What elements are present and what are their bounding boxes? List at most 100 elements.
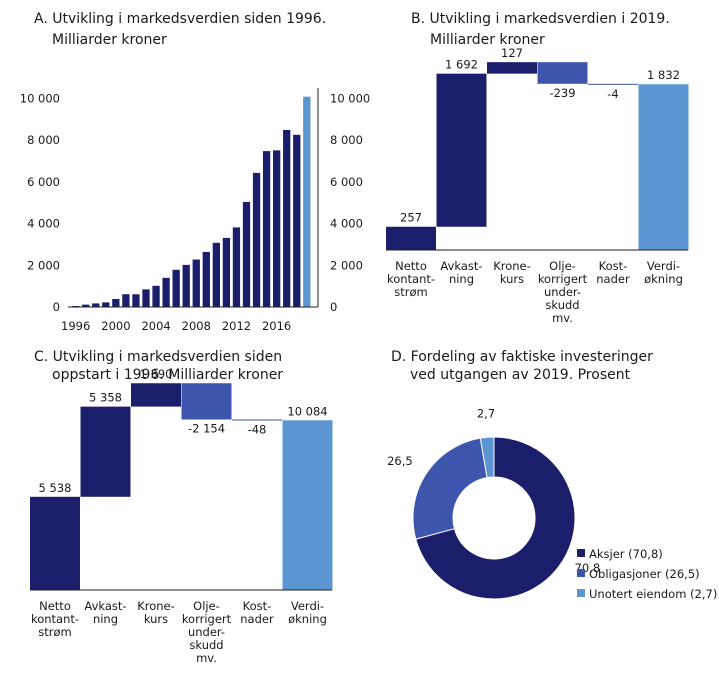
category-label-4-1: nader [596, 272, 630, 286]
legend-label-2: Unotert eiendom (2,7) [589, 587, 717, 601]
bar-2001 [122, 294, 130, 307]
bar-2009 [202, 251, 210, 307]
x-tick-2012: 2012 [222, 319, 251, 333]
bar-2013 [242, 201, 251, 307]
panel-c-value-labels: 5 538 5 358 1 390 -2 154 -48 10 084 [39, 367, 328, 495]
category-label-3-0: Olje- [193, 599, 220, 613]
value-label-2: 1 390 [140, 367, 173, 381]
panel-a-bars [72, 96, 311, 308]
y-tick-left-10000: 10 000 [20, 91, 60, 105]
x-tick-2004: 2004 [141, 319, 170, 333]
category-label-3-0: Olje- [549, 259, 576, 273]
category-label-3-1: korrigert [182, 612, 232, 626]
bar-2017 [283, 129, 291, 307]
panel-b-bars [386, 62, 689, 250]
legend-swatch-0 [577, 549, 585, 557]
bar-2006 [172, 269, 180, 307]
y-tick-right-10000: 10 000 [330, 91, 370, 105]
y-tick-left-4000: 4 000 [27, 217, 60, 231]
bar-2003 [142, 289, 150, 307]
slice-label-2: 2,7 [477, 406, 495, 420]
category-label-1-0: Avkast- [84, 599, 126, 613]
bar-4 [588, 83, 638, 85]
x-tick-2008: 2008 [182, 319, 211, 333]
legend-label-0: Aksjer (70,8) [589, 547, 663, 561]
bar-0 [386, 226, 436, 250]
legend-swatch-2 [577, 589, 585, 597]
bar-1 [80, 406, 131, 497]
bar-2007 [182, 264, 190, 307]
category-label-4-0: Kost- [599, 259, 628, 273]
panel-b-title-line-2: Milliarder kroner [430, 32, 545, 48]
category-label-1-1: ning [449, 272, 474, 286]
category-label-5-1: økning [644, 272, 683, 286]
bar-2004 [152, 285, 160, 307]
panel-d-investment-distribution: D. Fordeling av faktiske investeringer v… [387, 349, 717, 601]
y-tick-right-0: 0 [330, 300, 337, 314]
panel-a-right-tick-labels: 0 2 000 4 000 6 000 8 000 10 000 [330, 91, 370, 314]
category-label-4-0: Kost- [243, 599, 272, 613]
category-label-5-1: økning [288, 612, 327, 626]
y-tick-right-4000: 4 000 [330, 217, 363, 231]
y-tick-left-2000: 2 000 [27, 258, 60, 272]
slice-aksjer [415, 436, 576, 600]
panel-d-legend: Aksjer (70,8) Obligasjoner (26,5) Unotert … [577, 547, 717, 601]
y-tick-right-2000: 2 000 [330, 258, 363, 272]
bar-2014 [252, 172, 261, 307]
bar-1999 [102, 302, 110, 307]
bar-1 [436, 73, 487, 227]
category-label-3-3: skudd [545, 298, 579, 312]
category-label-4-1: nader [240, 612, 274, 626]
value-label-5: 10 084 [287, 404, 327, 418]
value-label-1: 1 692 [445, 58, 478, 72]
category-label-3-3: skudd [189, 638, 223, 652]
bar-5 [638, 84, 689, 250]
category-label-0-0: Netto [395, 259, 427, 273]
panel-b-value-labels: 257 1 692 127 -239 -4 1 832 [400, 46, 680, 224]
category-label-2-0: Krone- [137, 599, 175, 613]
category-label-5-0: Verdi- [291, 599, 324, 613]
panel-c-bars [30, 383, 333, 590]
slice-label-1: 26,5 [387, 454, 413, 468]
bar-3 [181, 383, 232, 420]
value-label-1: 5 358 [89, 391, 122, 405]
bar-2018 [293, 134, 301, 307]
panel-d-title-line-1: D. Fordeling av faktiske investeringer [391, 349, 653, 365]
bar-2012 [232, 227, 241, 307]
bar-1998 [92, 303, 100, 307]
category-label-3-2: under- [188, 625, 225, 639]
category-label-1-0: Avkast- [440, 259, 482, 273]
bar-0 [30, 496, 80, 590]
bar-5 [282, 420, 333, 590]
x-tick-2000: 2000 [101, 319, 130, 333]
legend-swatch-1 [577, 569, 585, 577]
slice-obligasjoner [412, 437, 488, 540]
category-label-3-1: korrigert [538, 272, 588, 286]
category-label-3-4: mv. [552, 311, 573, 325]
bar-2016 [273, 150, 281, 307]
panel-c-title-line-1: C. Utvikling i markedsverdien siden [34, 349, 282, 365]
category-label-3-2: under- [544, 285, 581, 299]
y-tick-right-6000: 6 000 [330, 175, 363, 189]
category-label-2-1: kurs [144, 612, 168, 626]
value-label-4: -48 [248, 423, 267, 437]
value-label-0: 5 538 [39, 481, 72, 495]
value-label-5: 1 832 [647, 68, 680, 82]
category-label-0-1: kontant- [31, 612, 79, 626]
category-label-3-4: mv. [196, 651, 217, 665]
value-label-3: -2 154 [188, 422, 225, 436]
y-tick-left-8000: 8 000 [27, 133, 60, 147]
panel-a-x-tick-labels: 1996 2000 2004 2008 2012 2016 [61, 319, 291, 333]
category-label-0-2: strøm [394, 285, 427, 299]
category-label-2-0: Krone- [493, 259, 531, 273]
panel-a-title-line-2: Milliarder kroner [52, 32, 167, 48]
x-tick-1996: 1996 [61, 319, 90, 333]
panel-b-title-line-1: B. Utvikling i markedsverdien i 2019. [411, 11, 670, 27]
legend-label-1: Obligasjoner (26,5) [589, 567, 700, 581]
bar-1997 [82, 304, 90, 307]
bar-2000 [112, 298, 120, 307]
panel-d-title-line-2: ved utgangen av 2019. Prosent [410, 367, 631, 383]
